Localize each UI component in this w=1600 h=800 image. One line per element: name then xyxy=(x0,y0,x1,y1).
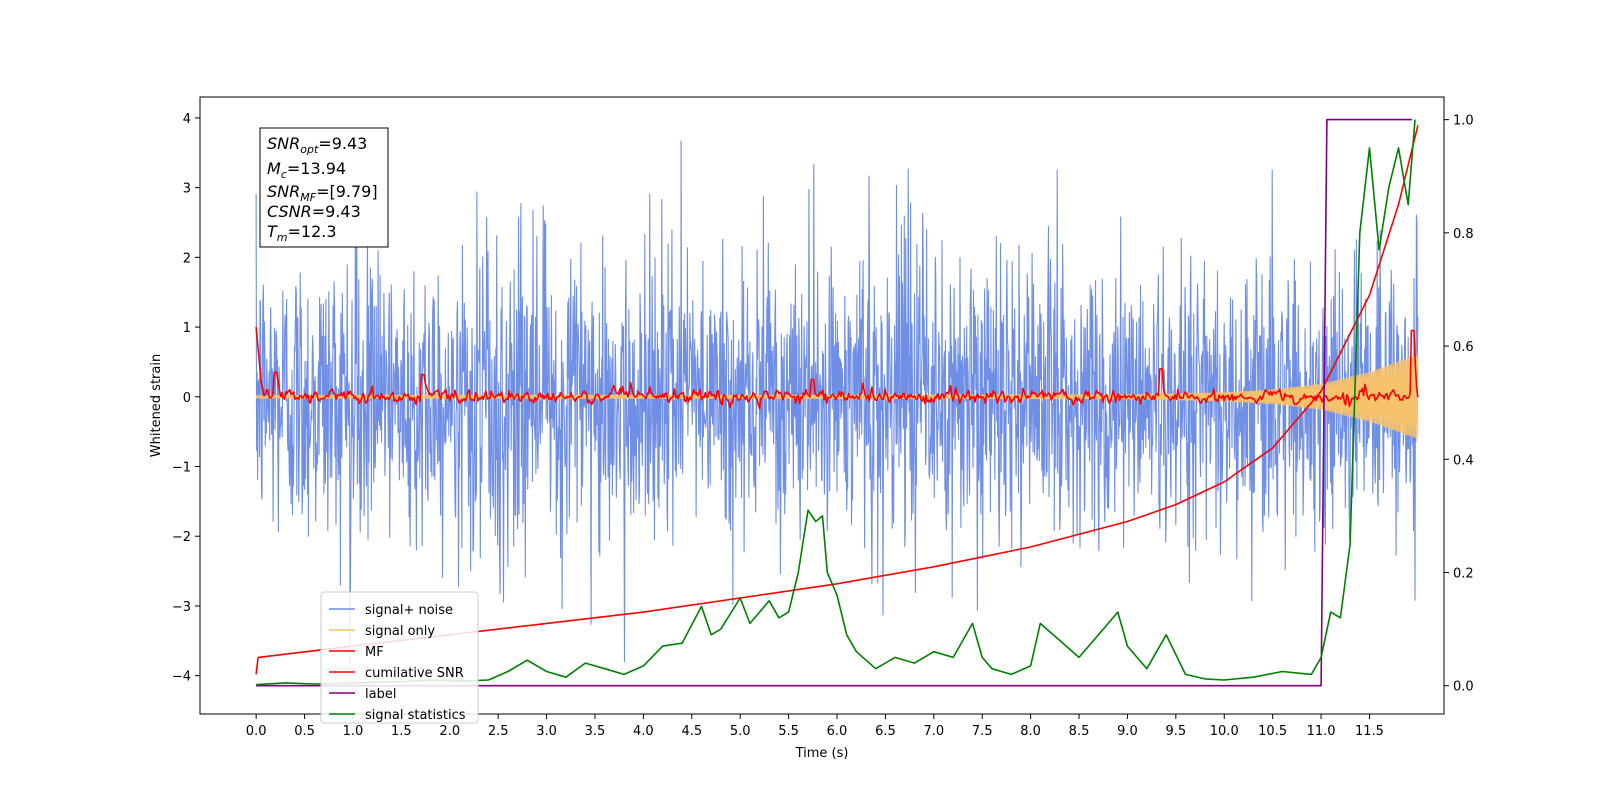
y-right-tick-label: 0.2 xyxy=(1453,566,1474,581)
annotation-mc: Mc=13.94 xyxy=(267,159,346,181)
y-axis-left-ticks: 4 3 2 1 0 −1 −2 −3 −4 xyxy=(172,112,200,685)
x-tick-label: 9.0 xyxy=(1117,724,1138,739)
x-tick-label: 11.5 xyxy=(1355,724,1384,739)
x-tick-label: 0.5 xyxy=(294,724,315,739)
series-line-signal-statistics xyxy=(256,119,1416,686)
x-tick-label: 4.5 xyxy=(681,724,702,739)
annotation-tm: Tm=12.3 xyxy=(267,222,337,244)
x-tick-label: 6.0 xyxy=(827,724,848,739)
legend-label: cumilative SNR xyxy=(365,666,464,681)
legend-label: MF xyxy=(365,645,384,660)
y-axis-right-ticks: 1.0 0.8 0.6 0.4 0.2 0.0 xyxy=(1444,114,1474,695)
x-tick-label: 5.5 xyxy=(778,724,799,739)
x-tick-label: 1.5 xyxy=(391,724,412,739)
legend-label: signal+ noise xyxy=(365,603,453,618)
x-tick-label: 9.5 xyxy=(1165,724,1186,739)
plot-frame xyxy=(199,96,1445,715)
y-right-tick-label: 1.0 xyxy=(1453,114,1474,129)
y-tick-label: 2 xyxy=(183,251,191,266)
x-tick-label: 10.5 xyxy=(1258,724,1287,739)
y-right-tick-label: 0.4 xyxy=(1453,453,1474,468)
legend-label: signal statistics xyxy=(365,708,466,723)
series-line-label xyxy=(256,118,1413,687)
x-tick-label: 2.0 xyxy=(439,724,460,739)
x-tick-label: 3.0 xyxy=(536,724,557,739)
y-tick-label: 1 xyxy=(183,321,191,336)
x-tick-label: 7.0 xyxy=(923,724,944,739)
x-tick-label: 11.0 xyxy=(1307,724,1336,739)
x-tick-label: 7.5 xyxy=(972,724,993,739)
x-tick-label: 5.0 xyxy=(730,724,751,739)
annotation-snr-mf: SNRMF=[9.79] xyxy=(267,182,378,204)
x-tick-label: 1.0 xyxy=(343,724,364,739)
x-tick-label: 3.5 xyxy=(585,724,606,739)
y-tick-label: −1 xyxy=(172,461,191,476)
x-axis-label: Time (s) xyxy=(795,746,849,761)
x-tick-label: 8.5 xyxy=(1069,724,1090,739)
x-tick-label: 6.5 xyxy=(875,724,896,739)
y-tick-label: −4 xyxy=(172,670,191,685)
x-tick-label: 4.0 xyxy=(633,724,654,739)
y-right-tick-label: 0.8 xyxy=(1453,227,1474,242)
annotation-csnr: CSNR=9.43 xyxy=(267,202,361,221)
y-tick-label: −2 xyxy=(172,530,191,545)
series-line-mf xyxy=(255,327,1419,410)
y-tick-label: 3 xyxy=(183,182,191,197)
y-tick-label: 4 xyxy=(183,112,191,127)
x-tick-label: 0.0 xyxy=(246,724,267,739)
x-tick-label: 8.0 xyxy=(1020,724,1041,739)
legend: signal+ noise signal only MF cumilative SNR… xyxy=(320,591,479,724)
y-right-tick-label: 0.0 xyxy=(1453,680,1474,695)
x-tick-label: 2.5 xyxy=(488,724,509,739)
y-tick-label: 0 xyxy=(183,391,191,406)
x-tick-label: 10.0 xyxy=(1210,724,1239,739)
legend-label: signal only xyxy=(365,624,435,639)
y-right-tick-label: 0.6 xyxy=(1453,340,1474,355)
y-tick-label: −3 xyxy=(172,600,191,615)
series-line-signal-only xyxy=(255,354,1419,439)
x-axis-ticks: 0.0 0.5 1.0 1.5 2.0 2.5 3.0 3.5 4.0 4.5 5.0 5.5 6.0 6… xyxy=(246,714,1384,739)
annotation-snr-opt: SNRopt=9.43 xyxy=(267,134,367,156)
y-axis-label: Whitened strain xyxy=(149,354,164,457)
legend-label: label xyxy=(365,687,396,702)
annotation-box: SNRopt=9.43 Mc=13.94 SNRMF=[9.79] CSNR=9… xyxy=(259,127,389,248)
